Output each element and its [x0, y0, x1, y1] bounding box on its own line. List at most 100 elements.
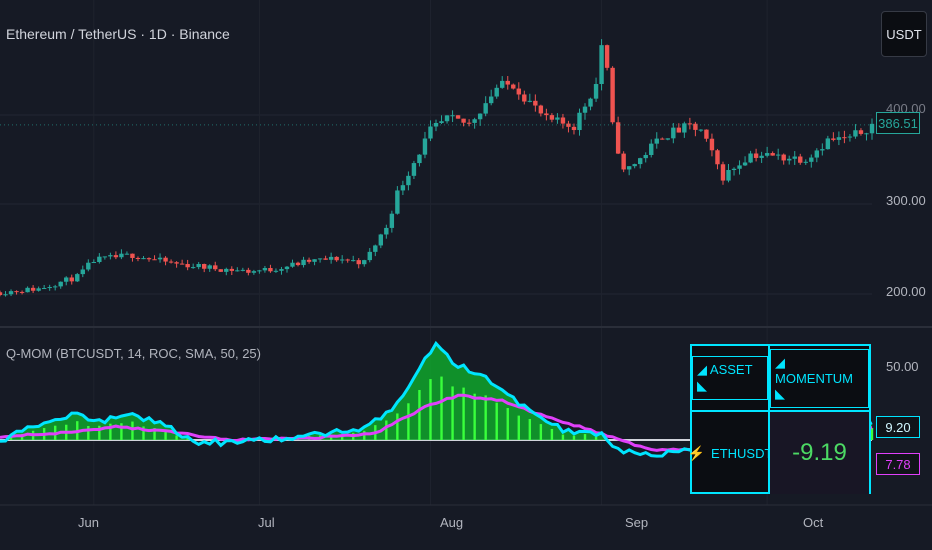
candle-body: [75, 274, 80, 282]
candle-body: [30, 287, 36, 291]
candle-body: [163, 257, 168, 262]
candle-body: [284, 266, 290, 270]
candle-body: [494, 87, 499, 97]
candle-body: [599, 45, 604, 85]
candle-body: [135, 257, 141, 259]
candle-body: [682, 123, 687, 133]
momentum-bar: [572, 435, 576, 440]
candle-body: [764, 153, 770, 156]
candle-body: [417, 154, 422, 164]
candle-body: [731, 168, 737, 170]
indicator-value-tag-magenta: 7.78: [876, 453, 920, 475]
time-axis-label-aug: Aug: [440, 515, 464, 530]
momentum-fill-area: [0, 343, 872, 440]
candle-body: [246, 269, 251, 273]
momentum-bar: [429, 379, 432, 440]
momentum-bar: [120, 423, 123, 440]
candle-body: [395, 190, 400, 214]
time-axis-label-jun: Jun: [78, 515, 99, 530]
chart-title: Ethereum / TetherUS · 1D · Binance: [6, 26, 230, 42]
candle-body: [196, 264, 201, 268]
candle-body: [356, 260, 361, 265]
candle-body: [582, 106, 588, 113]
candle-body: [522, 94, 527, 102]
momentum-bar: [561, 434, 565, 440]
candle-body: [450, 115, 455, 117]
indicator-title[interactable]: Q-MOM (BTCUSDT, 14, ROC, SMA, 50, 25): [6, 346, 261, 361]
candle-body: [704, 129, 709, 139]
candle-body: [593, 84, 599, 99]
candle-body: [41, 288, 47, 290]
candle-body: [671, 127, 676, 139]
candle-body: [638, 158, 643, 165]
momentum-bar: [462, 387, 465, 440]
candle-body: [864, 133, 869, 135]
currency-button[interactable]: USDT: [881, 11, 927, 57]
candle-body: [207, 265, 212, 269]
candle-body: [472, 119, 477, 123]
candle-body: [847, 136, 853, 138]
candle-body: [477, 113, 483, 120]
momentum-bar: [98, 425, 101, 440]
momentum-bar: [396, 413, 399, 440]
asset-name: ETHUSDT: [711, 445, 773, 461]
candle-body: [748, 153, 753, 163]
candle-body: [869, 123, 875, 134]
candle-body: [836, 137, 842, 140]
candle-body: [715, 150, 720, 165]
candle-body: [19, 291, 25, 293]
candle-body: [91, 262, 97, 264]
candle-body: [488, 96, 494, 104]
candle-body: [384, 227, 389, 235]
momentum-bar: [583, 434, 587, 440]
candle-body: [809, 157, 814, 162]
candle-body: [753, 153, 759, 158]
candle-body: [52, 286, 58, 288]
candle-body: [328, 256, 334, 260]
candle-body: [610, 67, 615, 123]
candle-body: [295, 262, 301, 266]
candle-body: [334, 256, 339, 261]
candle-body: [455, 115, 461, 119]
candle-body: [853, 130, 858, 137]
candle-body: [306, 259, 312, 262]
candle-body: [759, 155, 764, 158]
time-axis-label-oct: Oct: [803, 515, 824, 530]
candle-body: [649, 143, 654, 156]
momentum-bar: [594, 436, 598, 440]
momentum-bar: [142, 426, 145, 440]
candle-body: [157, 257, 163, 260]
candle-body: [0, 292, 3, 296]
candle-body: [97, 256, 102, 263]
table-header-asset: ◢ ASSET ◣: [692, 346, 770, 412]
candle-body: [301, 259, 306, 266]
candle-body: [588, 98, 593, 107]
momentum-bar: [153, 428, 156, 440]
candle-body: [720, 164, 726, 181]
candle-body: [516, 88, 521, 95]
candle-body: [119, 253, 124, 258]
candle-body: [124, 253, 130, 255]
candle-body: [312, 259, 317, 262]
table-header-momentum-label: ◢ MOMENTUM ◣: [770, 348, 869, 408]
candle-body: [825, 138, 831, 150]
table-header-asset-label: ◢ ASSET ◣: [692, 356, 768, 400]
momentum-bar: [495, 402, 498, 440]
momentum-bar: [385, 420, 388, 440]
candle-body: [273, 270, 279, 272]
candle-body: [64, 277, 69, 282]
candle-body: [693, 123, 698, 130]
candle-body: [726, 169, 731, 181]
table-cell-asset: ⚡ ETHUSDT: [688, 412, 773, 494]
indicator-value-tag-cyan: 9.20: [876, 416, 920, 438]
candle-body: [251, 271, 257, 273]
momentum-bar: [484, 395, 487, 440]
candle-body: [444, 115, 450, 122]
indicator-axis-label-50: 50.00: [886, 359, 919, 374]
candle-body: [58, 281, 63, 287]
candle-body: [218, 269, 223, 272]
momentum-bar: [363, 430, 366, 440]
candle-body: [831, 138, 836, 140]
candle-body: [69, 277, 74, 282]
